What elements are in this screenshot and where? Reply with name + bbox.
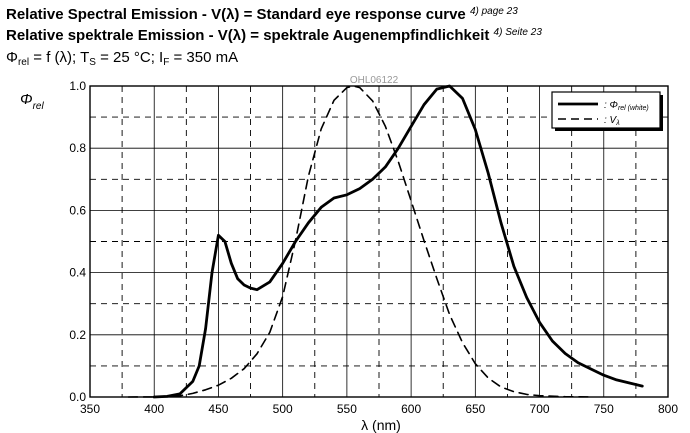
x-tick-label: 350 (80, 402, 100, 416)
y-tick-label: 0.4 (69, 266, 86, 280)
x-tick-label: 600 (401, 402, 421, 416)
y-axis-label-sub: rel (33, 101, 45, 112)
y-tick-label: 0.6 (69, 203, 86, 217)
x-axis-label: λ (nm) (361, 417, 401, 433)
y-tick-label: 0.8 (69, 141, 86, 155)
y-tick-label: 0.2 (69, 328, 86, 342)
x-tick-label: 400 (144, 402, 164, 416)
legend-box (551, 91, 661, 129)
page-reference: 4) page 23 (469, 6, 518, 17)
page-reference-de: 4) Seite 23 (493, 27, 542, 38)
chart-code-label: OHL06122 (350, 75, 399, 86)
test-conditions: Φrel = f (λ); TS = 25 °C; IF = 350 mA (6, 49, 239, 68)
legend-label-sub: rel (white) (618, 105, 649, 112)
x-tick-label: 650 (465, 402, 485, 416)
x-tick-label: 750 (594, 402, 614, 416)
legend-label: : Vλ (604, 115, 620, 127)
y-tick-label: 1.0 (69, 79, 86, 93)
x-tick-label: 500 (273, 402, 293, 416)
x-tick-label: 700 (530, 402, 550, 416)
y-axis-label: Φrel (20, 91, 44, 112)
x-tick-label: 450 (208, 402, 228, 416)
chart-title-en: Relative Spectral Emission - V(λ) = Stan… (6, 6, 518, 23)
chart-title-de: Relative spektrale Emission - V(λ) = spe… (6, 27, 542, 44)
series-line-phi-rel-white (152, 84, 644, 399)
plot-frame (89, 85, 669, 398)
series-line-v-lambda (127, 85, 592, 398)
x-tick-label: 550 (337, 402, 357, 416)
x-tick-label: 800 (658, 402, 678, 416)
legend-label-sub: λ (615, 120, 620, 127)
y-tick-label: 0.0 (69, 390, 86, 404)
